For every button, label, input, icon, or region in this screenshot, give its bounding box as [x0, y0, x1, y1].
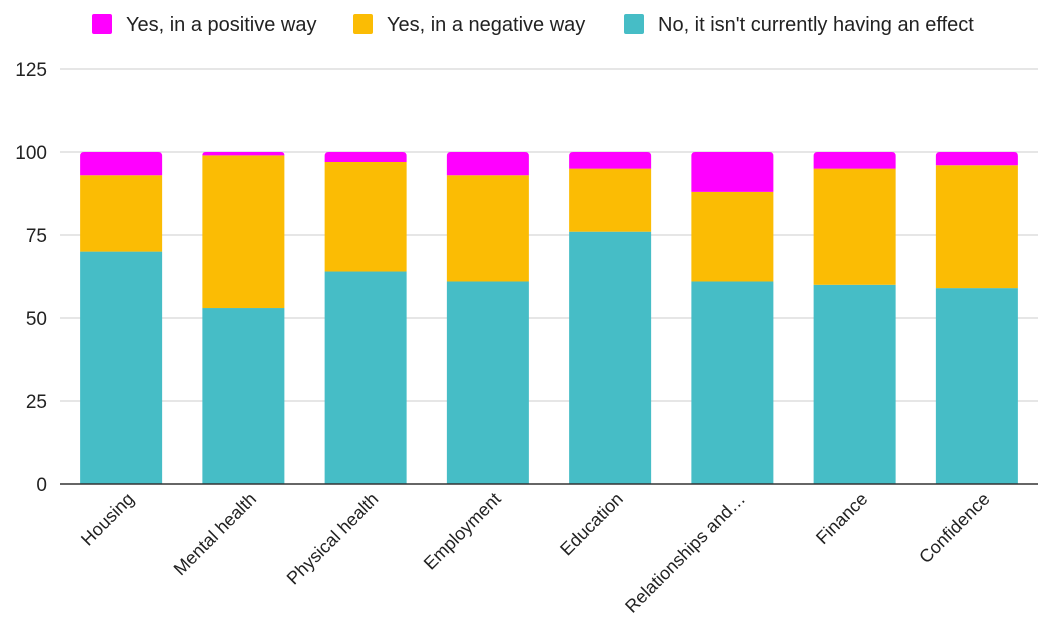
legend-item-no-it-isn-t-currently-having-an-effect[interactable]: No, it isn't currently having an effect: [624, 14, 974, 36]
bar-segment-yes-in-a-negative-way[interactable]: [935, 165, 1018, 289]
bar-segment-yes-in-a-negative-way[interactable]: [813, 168, 896, 285]
x-tick-label: Housing: [77, 489, 138, 550]
bar-segment-yes-in-a-negative-way[interactable]: [446, 175, 529, 282]
bar-segment-no-it-isn-t-currently-having-an-effect[interactable]: [691, 281, 774, 484]
bar-segment-yes-in-a-positive-way[interactable]: [569, 152, 652, 169]
legend-item-yes-in-a-positive-way[interactable]: Yes, in a positive way: [92, 14, 316, 36]
bar-segment-yes-in-a-positive-way[interactable]: [324, 152, 407, 162]
bar-segment-no-it-isn-t-currently-having-an-effect[interactable]: [569, 231, 652, 484]
y-tick-label: 75: [26, 226, 47, 247]
x-tick-label: Employment: [420, 489, 505, 574]
x-axis-labels: Housing Mental health Physical health Emplo…: [77, 489, 994, 617]
bar-group-relationships-and[interactable]: [691, 152, 774, 484]
bar-segment-no-it-isn-t-currently-having-an-effect[interactable]: [446, 281, 529, 484]
bar-group-mental-health[interactable]: [202, 152, 285, 484]
bar-segment-yes-in-a-negative-way[interactable]: [324, 161, 407, 272]
bar-segment-no-it-isn-t-currently-having-an-effect[interactable]: [80, 251, 163, 484]
legend-swatch: [624, 14, 644, 34]
bar-segment-yes-in-a-positive-way[interactable]: [935, 152, 1018, 166]
bar-segment-yes-in-a-negative-way[interactable]: [80, 175, 163, 252]
x-tick-label: Physical health: [283, 489, 383, 589]
bar-segment-no-it-isn-t-currently-having-an-effect[interactable]: [202, 308, 285, 484]
bar-group-employment[interactable]: [446, 152, 529, 484]
bar-segment-yes-in-a-negative-way[interactable]: [202, 155, 285, 309]
bar-segment-no-it-isn-t-currently-having-an-effect[interactable]: [324, 271, 407, 484]
bar-group-education[interactable]: [569, 152, 652, 484]
y-tick-label: 0: [36, 475, 47, 496]
bar-segment-yes-in-a-positive-way[interactable]: [446, 152, 529, 176]
bar-group-physical-health[interactable]: [324, 152, 407, 484]
bar-segment-yes-in-a-positive-way[interactable]: [80, 152, 163, 176]
bars: [80, 152, 1018, 484]
bar-segment-yes-in-a-negative-way[interactable]: [691, 191, 774, 282]
x-tick-label: Education: [556, 489, 627, 560]
bar-segment-yes-in-a-positive-way[interactable]: [691, 152, 774, 192]
bar-segment-no-it-isn-t-currently-having-an-effect[interactable]: [813, 284, 896, 484]
bar-group-finance[interactable]: [813, 152, 896, 484]
y-tick-label: 50: [26, 309, 47, 330]
x-tick-label: Finance: [812, 489, 871, 548]
legend-item-yes-in-a-negative-way[interactable]: Yes, in a negative way: [353, 14, 585, 36]
x-tick-label: Mental health: [170, 489, 261, 580]
bar-segment-no-it-isn-t-currently-having-an-effect[interactable]: [935, 288, 1018, 484]
y-tick-label: 125: [15, 60, 47, 81]
legend-label: Yes, in a negative way: [387, 14, 585, 36]
bar-group-housing[interactable]: [80, 152, 163, 484]
y-axis-ticks: 0 25 50 75 100 125: [15, 60, 47, 496]
y-tick-label: 25: [26, 392, 47, 413]
bar-segment-yes-in-a-negative-way[interactable]: [569, 168, 652, 232]
x-tick-label: Relationships and…: [621, 489, 749, 617]
legend-label: No, it isn't currently having an effect: [658, 14, 974, 36]
y-tick-label: 100: [15, 143, 47, 164]
legend-swatch: [353, 14, 373, 34]
bar-segment-yes-in-a-positive-way[interactable]: [202, 152, 285, 156]
legend-swatch: [92, 14, 112, 34]
legend: Yes, in a positive way Yes, in a negative…: [92, 14, 974, 36]
legend-label: Yes, in a positive way: [126, 14, 316, 36]
x-tick-label: Confidence: [915, 489, 994, 568]
bar-group-confidence[interactable]: [935, 152, 1018, 484]
bar-segment-yes-in-a-positive-way[interactable]: [813, 152, 896, 169]
